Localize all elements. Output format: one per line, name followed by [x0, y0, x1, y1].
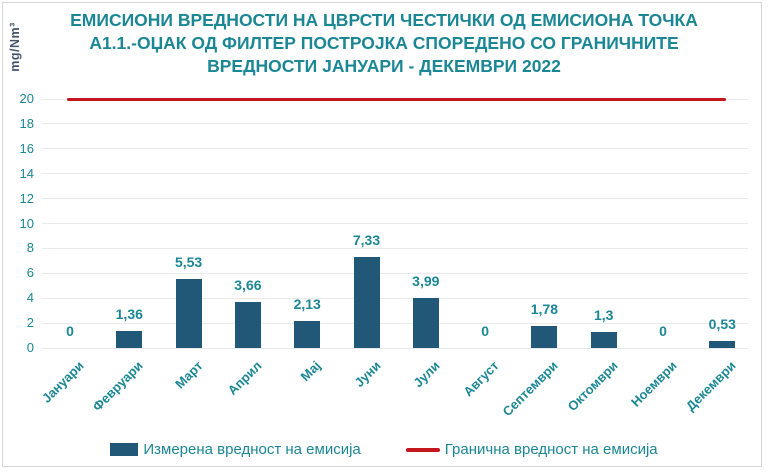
chart-title-line-1: ЕМИСИОНИ ВРЕДНОСТИ НА ЦВРСТИ ЧЕСТИЧКИ ОД… — [70, 10, 698, 30]
limit-line-swatch-icon — [405, 447, 440, 452]
y-tick-label: 18 — [19, 115, 34, 131]
bar — [234, 302, 261, 348]
bar — [116, 331, 143, 348]
bar-value-label: 2,13 — [293, 296, 321, 313]
legend-label-limit: Гранична вредност на емисија — [444, 441, 658, 458]
bar — [412, 298, 439, 348]
limit-line — [67, 97, 726, 101]
gridline — [42, 297, 748, 299]
bar-value-label: 7,33 — [352, 231, 381, 248]
bar — [175, 279, 202, 348]
bar — [709, 341, 736, 348]
chart-title-line-2: А1.1.-ОЏАК ОД ФИЛТЕР ПОСТРОЈКА СПОРЕДЕНО… — [89, 33, 679, 53]
gridline — [42, 123, 748, 125]
legend: Измерена вредност на емисија Гранична вр… — [0, 441, 768, 458]
bar-value-label: 0 — [481, 323, 489, 339]
measured-series-swatch-icon — [110, 443, 139, 456]
bar — [590, 331, 617, 348]
bar-value-label: 0,53 — [708, 316, 736, 333]
legend-item-measured: Измерена вредност на емисија — [110, 441, 361, 458]
gridline — [42, 347, 748, 349]
gridline — [42, 272, 748, 274]
bar-value-label: 0 — [66, 323, 74, 339]
y-tick-label: 10 — [19, 215, 34, 231]
legend-label-measured: Измерена вредност на емисија — [143, 441, 361, 458]
bar-value-label: 5,53 — [174, 254, 203, 271]
bar-value-label: 1,36 — [115, 306, 143, 323]
bar-value-label: 0 — [659, 323, 667, 339]
gridline — [42, 247, 748, 249]
y-tick-label: 4 — [26, 290, 34, 306]
gridline — [42, 223, 748, 224]
y-tick-label: 14 — [19, 165, 34, 181]
bar-value-label: 1,78 — [530, 300, 559, 317]
y-tick-label: 6 — [26, 265, 34, 281]
bar-value-label: 3,66 — [234, 277, 262, 294]
gridline — [42, 148, 748, 150]
legend-item-limit: Гранична вредност на емисија — [405, 441, 658, 458]
chart-title-line-3: ВРЕДНОСТИ ЈАНУАРИ - ДЕКЕМВРИ 2022 — [207, 56, 561, 76]
bar — [353, 256, 380, 348]
bar — [294, 321, 321, 348]
bar — [531, 325, 558, 348]
gridline — [42, 173, 748, 175]
gridline — [42, 198, 748, 200]
y-tick-label: 16 — [19, 140, 34, 156]
gridline — [42, 322, 748, 324]
y-tick-label: 20 — [19, 91, 34, 106]
y-tick-label: 12 — [19, 190, 34, 206]
chart-title: ЕМИСИОНИ ВРЕДНОСТИ НА ЦВРСТИ ЧЕСТИЧКИ ОД… — [50, 9, 718, 78]
bar-value-label: 1,3 — [593, 306, 614, 323]
y-tick-label: 8 — [26, 240, 34, 256]
y-tick-label: 2 — [26, 315, 34, 331]
y-tick-label: 0 — [26, 340, 34, 355]
bar-value-label: 3,99 — [412, 273, 440, 290]
